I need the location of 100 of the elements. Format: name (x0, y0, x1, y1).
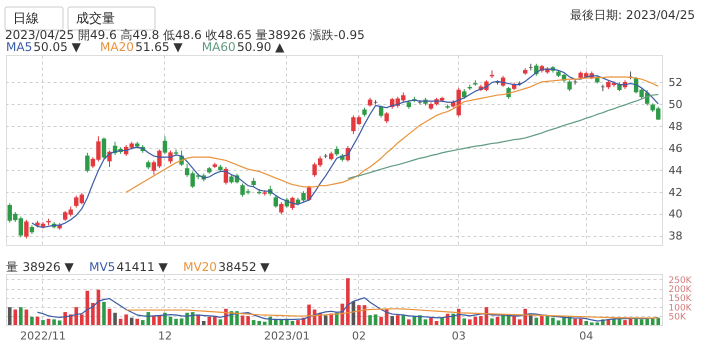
bar (645, 318, 649, 325)
x-tick-label: 04 (579, 330, 594, 340)
candlestick (378, 105, 384, 118)
bar (74, 307, 78, 325)
candlestick (162, 136, 168, 154)
bar (130, 318, 134, 325)
bar (202, 320, 206, 325)
y-tick-label: 200K (668, 285, 693, 296)
text: 50.05 ▼ (33, 40, 82, 54)
bar (401, 316, 406, 325)
text: 成交量 (76, 10, 115, 26)
candlestick (334, 146, 339, 157)
bar (30, 316, 34, 325)
y-tick-label: 50K (668, 312, 687, 322)
bar (496, 316, 500, 325)
bar (91, 302, 95, 325)
text: 量 (6, 260, 18, 274)
y-tick-label: 46 (668, 142, 682, 155)
candlestick (306, 185, 312, 202)
y-tick-label: 150K (668, 294, 693, 304)
bar (13, 310, 18, 325)
bar (8, 307, 12, 325)
bar (618, 318, 622, 325)
bar (540, 316, 544, 325)
bar (573, 318, 577, 325)
bar (52, 319, 56, 325)
candlestick (567, 80, 572, 92)
bar (207, 316, 212, 325)
bar (474, 316, 478, 325)
line-series (347, 94, 659, 180)
y-tick-label: 52 (668, 76, 682, 89)
line-series (126, 308, 659, 319)
bar (362, 305, 366, 325)
bar (19, 307, 23, 325)
bar (80, 314, 84, 325)
bar (257, 320, 261, 325)
candlestick (506, 86, 511, 100)
bar (252, 320, 256, 325)
bar (180, 318, 184, 325)
candlestick (224, 166, 228, 186)
y-tick-label: 100K (668, 303, 693, 314)
text: MV5 (89, 260, 116, 274)
candlestick (384, 112, 389, 124)
text: 50.90 ▲ (237, 40, 286, 54)
bar (240, 316, 244, 325)
bar (124, 314, 128, 325)
candlestick (24, 219, 29, 239)
text: 38452 ▼ (218, 260, 270, 274)
bar (384, 310, 388, 325)
bar (534, 318, 538, 325)
bar (118, 318, 122, 325)
bar (113, 312, 117, 325)
bar (246, 316, 250, 325)
bar (479, 316, 483, 325)
bar (218, 319, 222, 325)
line-series (36, 297, 659, 322)
bar (368, 315, 372, 325)
bar (512, 316, 516, 325)
bar (379, 316, 383, 325)
bar (407, 319, 411, 325)
text: 41411 ▼ (116, 260, 168, 274)
bar (396, 315, 400, 325)
bar (590, 322, 594, 325)
text: 2023/04/25 開49.6 高49.8 低48.6 收48.65 量38926 漲跌-0.95 (5, 28, 365, 42)
bar (290, 320, 294, 325)
text: 51.65 ▼ (135, 40, 184, 54)
bar (357, 305, 361, 325)
bar (424, 319, 428, 325)
bar (96, 290, 100, 325)
bar (213, 316, 217, 325)
bar (640, 319, 644, 325)
candlestick (279, 202, 284, 215)
bar (468, 319, 472, 325)
bar (46, 318, 50, 325)
bar (584, 320, 588, 325)
y-tick-label: 44 (668, 164, 682, 177)
y-tick-label: 250K (668, 276, 693, 286)
bar (650, 318, 655, 325)
text: MA5 (6, 40, 32, 54)
y-tick-label: 42 (668, 186, 682, 199)
candlestick (462, 88, 466, 100)
bar (262, 322, 267, 325)
bar (140, 320, 145, 325)
text: MV20 (183, 260, 217, 274)
bar (41, 320, 45, 325)
bar (462, 318, 466, 325)
bar (656, 318, 660, 325)
bar (546, 316, 550, 325)
text: MA20 (100, 40, 134, 54)
text: MA60 (202, 40, 236, 54)
bar (390, 316, 394, 325)
text: 最後日期: 2023/04/25 (570, 8, 695, 22)
candlestick (274, 195, 278, 208)
bar (346, 278, 350, 325)
y-tick-label: 40 (668, 208, 682, 221)
bar (24, 310, 28, 325)
y-tick-label: 38 (668, 230, 682, 243)
bar (86, 290, 90, 325)
y-tick-label: 48 (668, 120, 682, 133)
text: 日線 (13, 12, 39, 26)
